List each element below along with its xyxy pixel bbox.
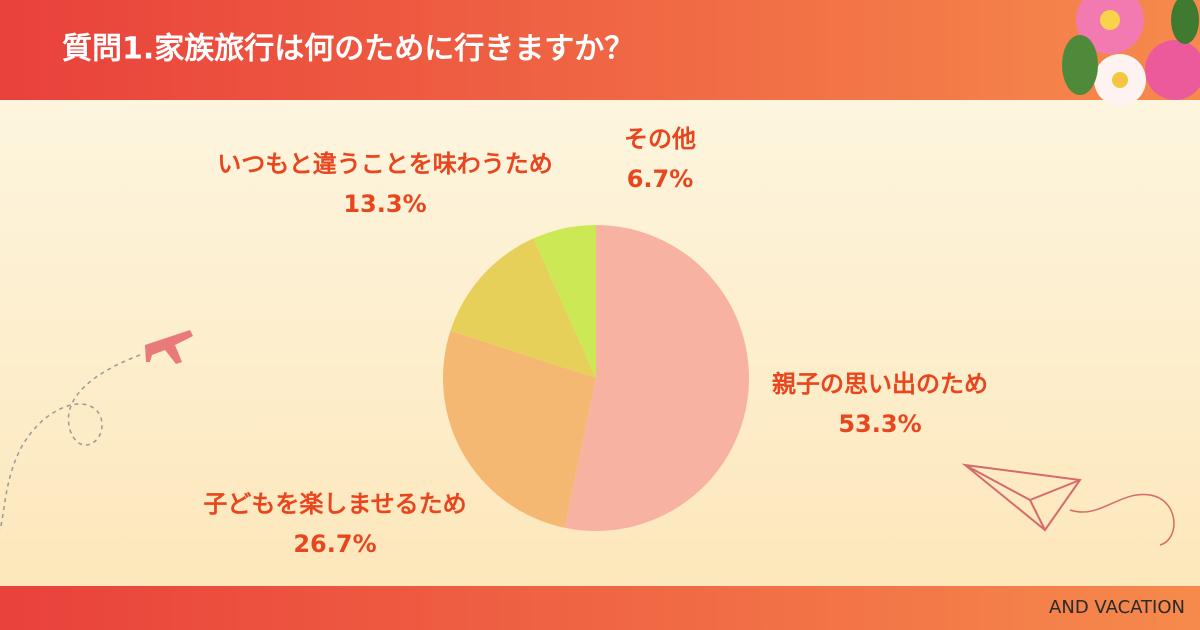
slice-label: いつもと違うことを味わうため [217,150,553,178]
slice-value-label: 6.7% [627,165,694,193]
slice-label: 子どもを楽しませるため [203,490,466,518]
flight-path [0,354,141,531]
slice-label: 親子の思い出のため [772,370,988,398]
pie-slice [533,225,596,378]
airplane-decoration [145,330,193,364]
slice-value-label: 53.3% [838,410,921,438]
footer-brand: AND VACATION [1049,597,1185,618]
header-band [0,0,1200,100]
pie-slice [450,238,596,378]
flower-decoration [1062,0,1200,106]
slice-value-label: 13.3% [343,190,426,218]
pie-slice [442,330,596,528]
paper-plane-decoration [961,463,1175,546]
slice-label: その他 [624,125,696,153]
slice-value-label: 26.7% [293,530,376,558]
footer-band [0,586,1200,630]
pie-slice [564,225,749,531]
title: 質問1.家族旅行は何のために行きますか？ [62,32,634,67]
